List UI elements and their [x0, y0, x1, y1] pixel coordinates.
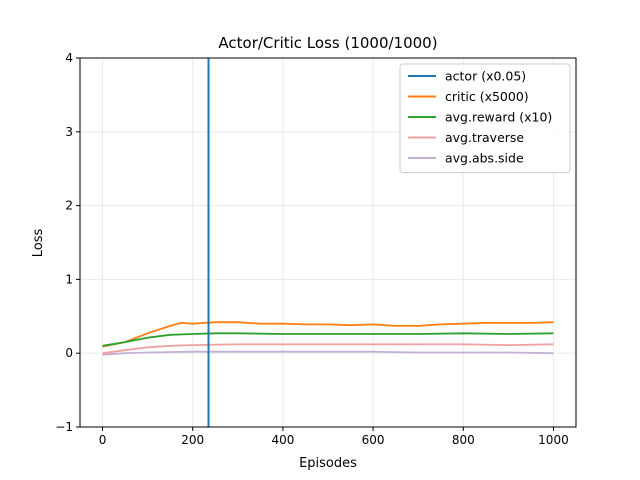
x-tick-label: 200 — [181, 433, 204, 447]
legend: actor (x0.05) critic (x5000) avg.reward (x… — [400, 64, 570, 173]
legend-entry-label: actor (x0.05) — [445, 69, 526, 84]
y-tick-label: 1 — [65, 272, 73, 286]
x-tick-label: 1000 — [538, 433, 569, 447]
legend-entry-label: critic (x5000) — [445, 89, 529, 104]
y-tick-label: −1 — [55, 420, 73, 434]
legend-entry-label: avg.traverse — [445, 130, 524, 145]
x-axis-label: Episodes — [299, 456, 357, 471]
y-tick-label: 0 — [65, 346, 73, 360]
x-tick-label: 800 — [452, 433, 475, 447]
y-tick-label: 3 — [65, 125, 73, 139]
x-tick-label: 600 — [362, 433, 385, 447]
y-tick-label: 4 — [65, 51, 73, 65]
legend-entry-label: avg.reward (x10) — [445, 110, 552, 125]
x-tick-label: 400 — [271, 433, 294, 447]
y-tick-label: 2 — [65, 199, 73, 213]
chart-title: Actor/Critic Loss (1000/1000) — [218, 34, 437, 52]
legend-entry-label: avg.abs.side — [445, 151, 524, 166]
x-tick-label: 0 — [99, 433, 107, 447]
y-axis-label: Loss — [31, 229, 46, 258]
